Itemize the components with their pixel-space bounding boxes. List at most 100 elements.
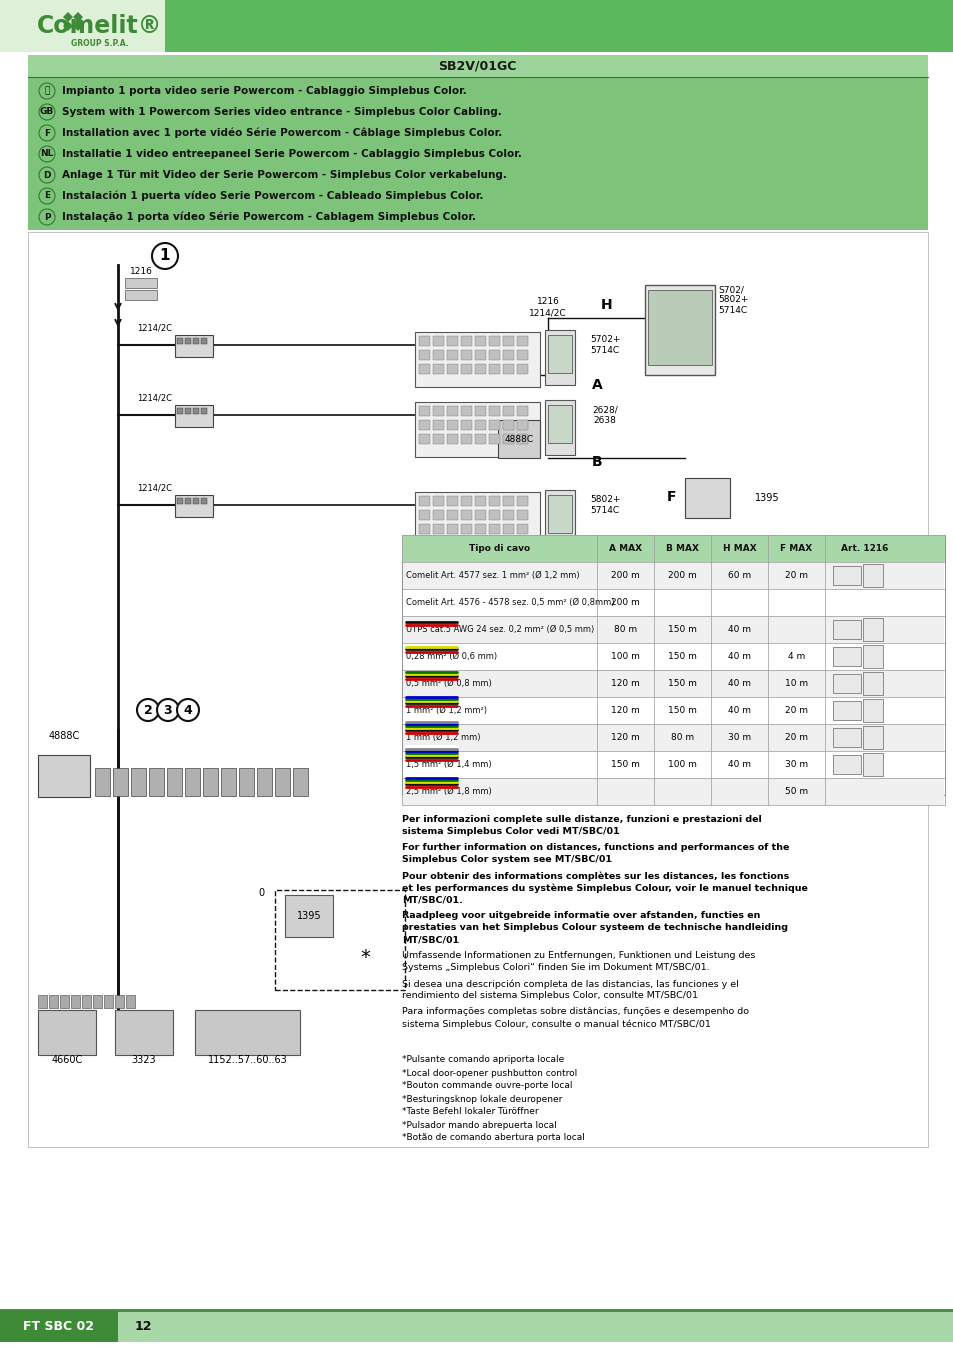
Text: Comelit®: Comelit® bbox=[37, 14, 163, 38]
Bar bbox=[185, 499, 191, 504]
Bar bbox=[862, 617, 882, 640]
Text: Simplebus Color system see MT/SBC/01: Simplebus Color system see MT/SBC/01 bbox=[401, 855, 612, 865]
Bar bbox=[647, 290, 711, 365]
Circle shape bbox=[39, 104, 55, 120]
Text: 1,5 mm² (Ø 1,4 mm): 1,5 mm² (Ø 1,4 mm) bbox=[406, 761, 491, 769]
Text: 4 m: 4 m bbox=[787, 653, 804, 661]
Text: 1 mm² (Ø 1,2 mm²): 1 mm² (Ø 1,2 mm²) bbox=[406, 707, 486, 715]
Bar bbox=[193, 408, 199, 413]
Text: Impianto 1 porta video serie Powercom - Cablaggio Simplebus Color.: Impianto 1 porta video serie Powercom - … bbox=[62, 86, 466, 96]
Text: 0,28 mm² (Ø 0,6 mm): 0,28 mm² (Ø 0,6 mm) bbox=[406, 653, 497, 661]
Text: E: E bbox=[44, 192, 50, 200]
Text: Installatie 1 video entreepaneel Serie Powercom - Cablaggio Simplebus Color.: Installatie 1 video entreepaneel Serie P… bbox=[62, 149, 521, 159]
Bar bbox=[185, 338, 191, 345]
Bar bbox=[502, 407, 514, 416]
Text: 60 m: 60 m bbox=[727, 571, 750, 580]
Text: H MAX: H MAX bbox=[721, 544, 756, 553]
Text: P: P bbox=[44, 212, 51, 222]
Bar bbox=[274, 890, 405, 990]
Bar bbox=[433, 509, 443, 520]
Bar bbox=[201, 338, 207, 345]
Bar bbox=[475, 336, 485, 346]
Bar bbox=[415, 492, 539, 547]
Bar bbox=[644, 285, 714, 376]
Bar bbox=[862, 725, 882, 748]
Bar bbox=[460, 350, 472, 359]
Bar bbox=[544, 400, 575, 455]
Text: Systems „Simplebus Colori“ finden Sie im Dokument MT/SBC/01.: Systems „Simplebus Colori“ finden Sie im… bbox=[401, 963, 709, 973]
Text: 3: 3 bbox=[164, 704, 172, 716]
Text: Pour obtenir des informations complètes sur les distances, les fonctions: Pour obtenir des informations complètes … bbox=[401, 871, 788, 881]
Bar bbox=[433, 363, 443, 374]
Bar bbox=[832, 728, 861, 747]
Text: 100 m: 100 m bbox=[667, 761, 697, 769]
Bar bbox=[433, 407, 443, 416]
Bar bbox=[502, 524, 514, 534]
Text: Para informações completas sobre distâncias, funções e desempenho do: Para informações completas sobre distânc… bbox=[401, 1008, 748, 1016]
Text: FT SBC 02: FT SBC 02 bbox=[24, 1320, 94, 1332]
Bar bbox=[832, 755, 861, 774]
Text: *Bouton commande ouvre-porte local: *Bouton commande ouvre-porte local bbox=[401, 1082, 572, 1090]
Text: SB2V/01GC: SB2V/01GC bbox=[437, 59, 516, 73]
Text: 0: 0 bbox=[257, 888, 264, 898]
Text: 1214/2C: 1214/2C bbox=[137, 323, 172, 332]
Bar bbox=[832, 647, 861, 666]
Bar bbox=[92, 994, 102, 1008]
Circle shape bbox=[39, 82, 55, 99]
Circle shape bbox=[39, 146, 55, 162]
Bar bbox=[38, 1011, 96, 1055]
Bar bbox=[201, 408, 207, 413]
Bar bbox=[185, 408, 191, 413]
Bar bbox=[177, 338, 183, 345]
Bar bbox=[221, 767, 235, 796]
Bar bbox=[547, 405, 572, 443]
Text: 1216: 1216 bbox=[130, 267, 152, 277]
Text: 1395: 1395 bbox=[296, 911, 321, 921]
Text: 200 m: 200 m bbox=[611, 571, 639, 580]
Bar bbox=[684, 478, 729, 517]
Bar bbox=[447, 496, 457, 507]
Bar bbox=[38, 755, 90, 797]
Bar bbox=[447, 509, 457, 520]
Bar bbox=[402, 778, 943, 805]
Text: 100 m: 100 m bbox=[611, 653, 639, 661]
Bar bbox=[194, 1011, 299, 1055]
Text: 20 m: 20 m bbox=[784, 571, 807, 580]
Text: 40 m: 40 m bbox=[727, 761, 750, 769]
Text: 0,5 mm² (Ø 0,8 mm): 0,5 mm² (Ø 0,8 mm) bbox=[406, 680, 491, 688]
Bar bbox=[447, 420, 457, 430]
Bar bbox=[460, 434, 472, 444]
Bar bbox=[862, 698, 882, 721]
Text: 150 m: 150 m bbox=[667, 653, 697, 661]
Bar bbox=[38, 994, 47, 1008]
Text: 3323: 3323 bbox=[132, 1055, 156, 1065]
Text: 4888C: 4888C bbox=[49, 731, 79, 740]
Text: rendimiento del sistema Simplebus Color, consulte MT/SBC/01: rendimiento del sistema Simplebus Color,… bbox=[401, 992, 698, 1001]
Text: Instalación 1 puerta vídeo Serie Powercom - Cableado Simplebus Color.: Instalación 1 puerta vídeo Serie Powerco… bbox=[62, 190, 483, 201]
Bar bbox=[460, 420, 472, 430]
Text: 20 m: 20 m bbox=[784, 734, 807, 742]
Bar bbox=[475, 509, 485, 520]
Polygon shape bbox=[63, 22, 73, 31]
Bar bbox=[460, 509, 472, 520]
Text: 10 m: 10 m bbox=[784, 680, 807, 688]
Bar bbox=[475, 524, 485, 534]
Text: 1 mm (Ø 1,2 mm): 1 mm (Ø 1,2 mm) bbox=[406, 734, 480, 742]
Circle shape bbox=[39, 168, 55, 182]
Text: 150 m: 150 m bbox=[667, 626, 697, 634]
Bar bbox=[489, 509, 499, 520]
Bar bbox=[460, 363, 472, 374]
Bar bbox=[433, 420, 443, 430]
Bar bbox=[167, 767, 182, 796]
Text: 1: 1 bbox=[159, 249, 170, 263]
Bar bbox=[82, 994, 91, 1008]
Bar bbox=[418, 524, 430, 534]
Bar bbox=[131, 767, 146, 796]
Bar bbox=[401, 535, 944, 794]
Text: 1214/2C: 1214/2C bbox=[137, 484, 172, 493]
Text: 5702+
5714C: 5702+ 5714C bbox=[589, 335, 619, 355]
Text: *Botão de comando abertura porta local: *Botão de comando abertura porta local bbox=[401, 1133, 584, 1143]
Bar bbox=[239, 767, 253, 796]
Text: F: F bbox=[44, 128, 50, 138]
Bar bbox=[95, 767, 110, 796]
